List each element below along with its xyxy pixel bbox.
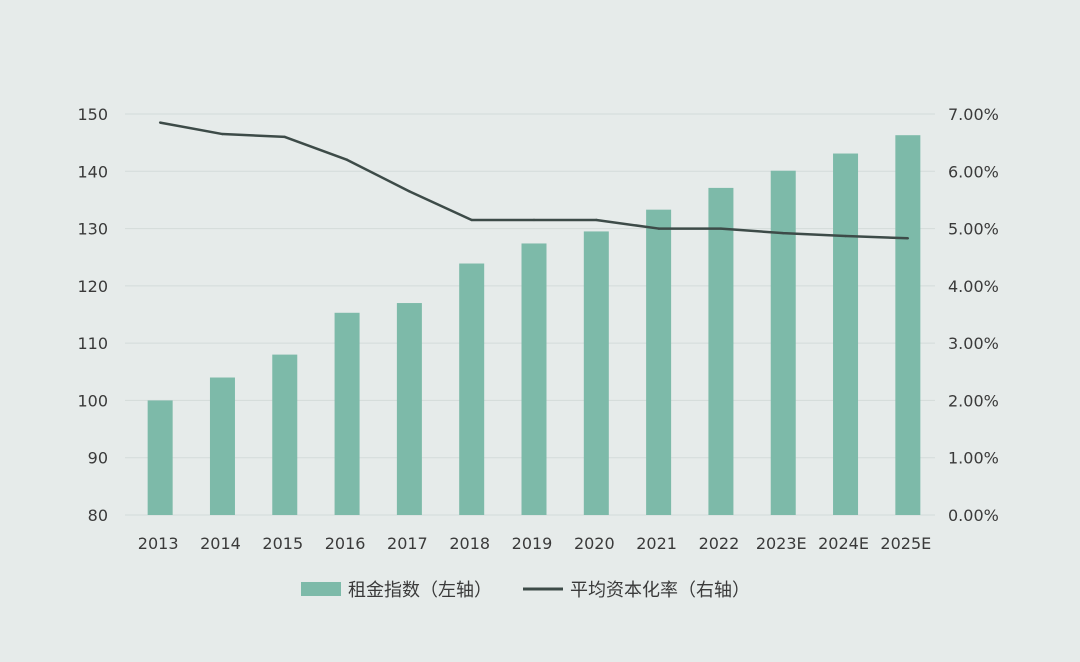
x-tick-label: 2023E [756,534,807,553]
line-series [158,121,910,240]
bar-2021 [646,209,672,515]
left-tick-label: 130 [77,220,108,239]
right-tick-label: 6.00% [948,162,999,181]
left-axis: 80 90 100 110 120 130 140 150 [77,105,108,525]
legend: 租金指数（左轴） 平均资本化率（右轴） [301,580,750,601]
bar-2014 [209,377,235,515]
left-tick-label: 140 [77,162,108,181]
line-point-2013 [158,121,162,124]
x-tick-label: 2022 [699,534,740,553]
line-point-2022 [719,227,723,230]
x-tick-label: 2017 [387,534,428,553]
right-axis: 0.00% 1.00% 2.00% 3.00% 4.00% 5.00% 6.00% 7.00% [948,105,999,525]
line-point-2016 [345,158,349,162]
bar-2016 [334,312,360,515]
bar-2025E [895,135,921,515]
line-point-2018 [470,218,473,222]
right-tick-label: 0.00% [948,506,999,525]
left-tick-label: 90 [88,449,108,468]
x-tick-label: 2020 [574,534,615,553]
right-tick-label: 4.00% [948,277,999,296]
line-point-2019 [532,218,536,222]
right-tick-label: 5.00% [948,220,999,239]
line-point-2020 [595,218,598,222]
x-tick-label: 2013 [138,534,179,553]
line-point-2023E [782,231,785,235]
line-point-2014 [221,132,224,136]
bar-2015 [272,354,298,515]
bar-2017 [396,303,422,515]
x-tick-label: 2018 [449,534,490,553]
bar-2024E [833,153,859,515]
legend-line-label: 平均资本化率（右轴） [570,580,750,601]
x-tick-label: 2015 [262,534,303,553]
x-tick-label: 2024E [818,534,869,553]
bar-2020 [583,231,609,515]
x-axis: 2013 2014 2015 2016 2017 2018 2019 2020 2021 2022… [138,534,931,553]
right-tick-label: 1.00% [948,449,999,468]
line-point-2025E [906,237,910,240]
x-tick-label: 2016 [325,534,366,553]
x-tick-label: 2021 [636,534,677,553]
bar-2019 [521,243,547,516]
right-tick-label: 2.00% [948,391,999,410]
left-tick-label: 100 [77,391,108,410]
x-tick-label: 2025E [880,534,931,553]
bar-2013 [147,400,173,515]
line-point-2021 [657,227,660,230]
line-point-2024E [844,234,847,238]
bar-2023E [770,170,796,515]
bar-2022 [708,187,734,516]
legend-bar-label: 租金指数（左轴） [348,580,492,601]
line-point-2015 [283,135,286,139]
bar-2018 [459,263,485,515]
left-tick-label: 150 [77,105,108,124]
left-tick-label: 110 [77,334,108,353]
line-point-2017 [408,190,411,193]
left-tick-label: 80 [88,506,108,525]
right-tick-label: 3.00% [948,334,999,353]
right-tick-label: 7.00% [948,105,999,124]
x-tick-label: 2019 [512,534,553,553]
left-tick-label: 120 [77,277,108,296]
x-tick-label: 2014 [200,534,241,553]
legend-bar-swatch [301,582,341,596]
bar-series [147,135,921,516]
